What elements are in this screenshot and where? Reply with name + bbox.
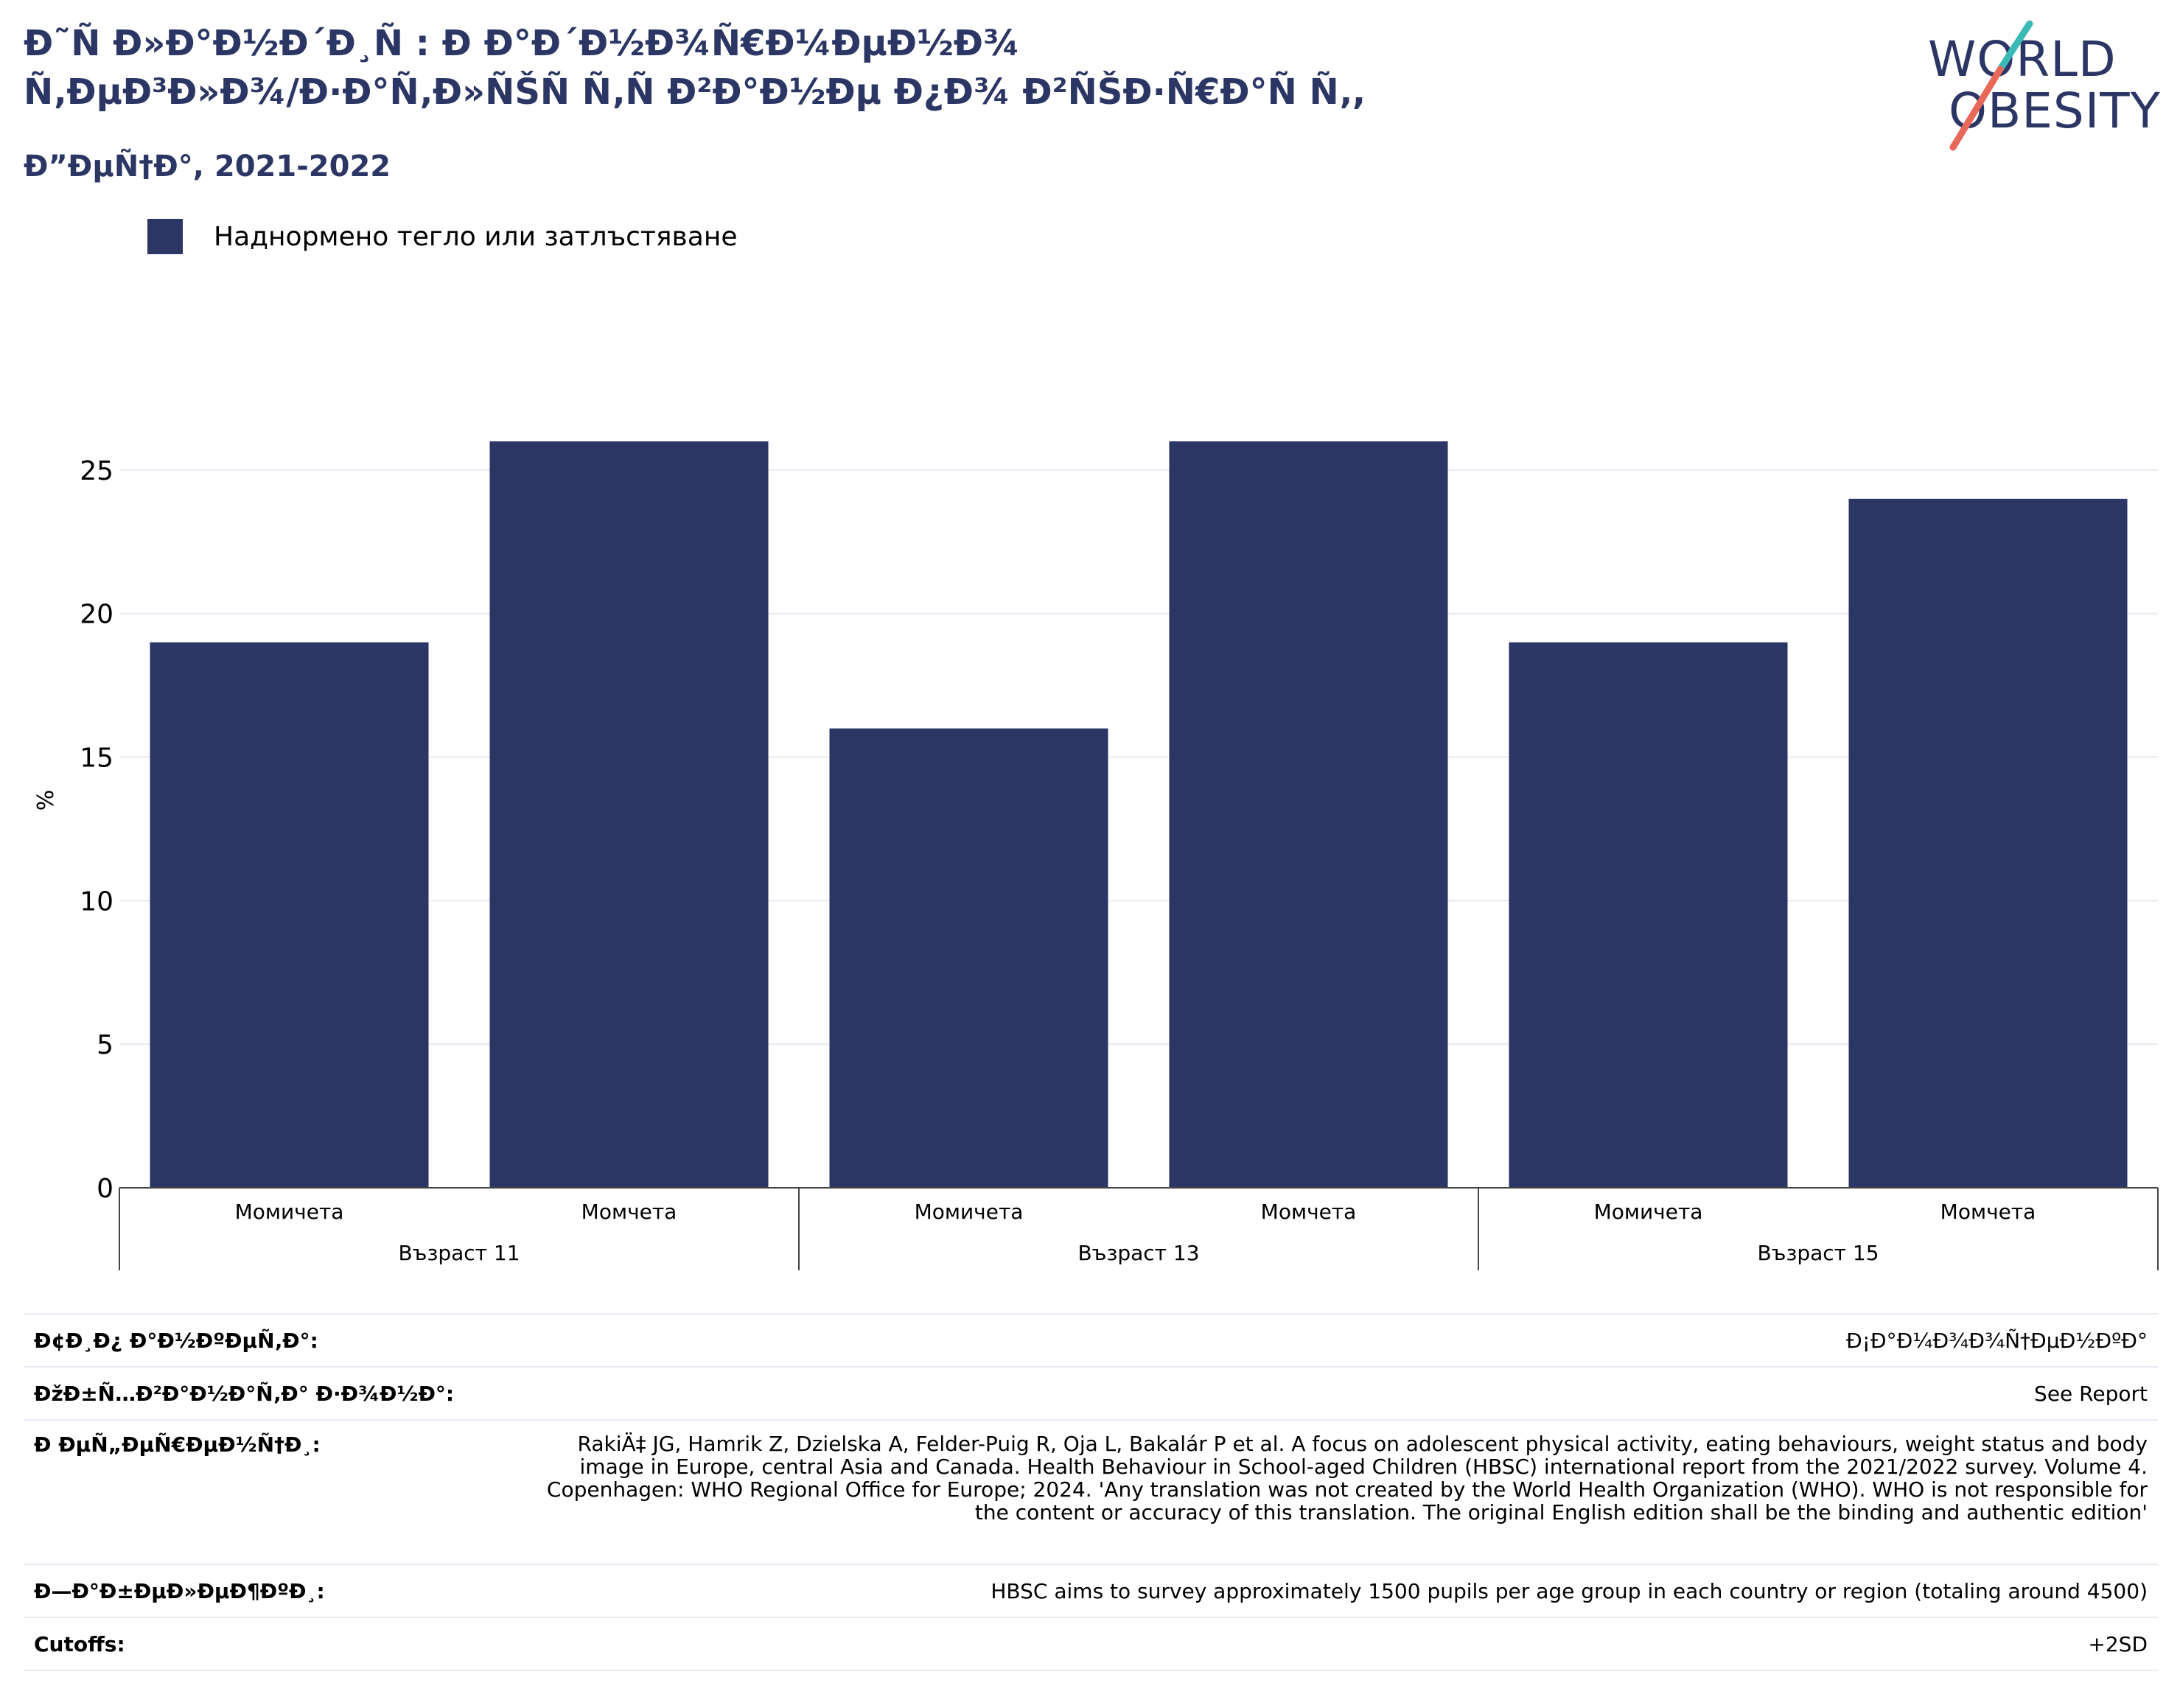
x-tick-label: Момичета (915, 1200, 1024, 1224)
bar-chart: 0 5 10 15 20 25% Момичета Момчета Момичета Момчет… (33, 441, 2159, 1270)
x-tick-label: Момчета (1261, 1200, 1357, 1224)
footer-value: +2SD (2088, 1631, 2148, 1656)
footer-value: See Report (2034, 1381, 2148, 1406)
footer-row-notes: Ð—Ð°Ð±ÐµÐ»ÐµÐ¶ÐºÐ¸: HBSC aims to survey … (24, 1565, 2158, 1618)
logo-slash-icon (1949, 21, 2033, 151)
footer-row-coverage: ÐžÐ±Ñ…Ð²Ð°Ð½Ð°Ñ‚Ð° Ð·Ð¾Ð½Ð°: See Report (24, 1368, 2158, 1421)
x-tick-label: Момичета (1594, 1200, 1703, 1224)
chart-legend: Наднормено тегло или затлъстяване (147, 218, 738, 255)
chart-footer-table: Ð¢Ð¸Ð¿ Ð°Ð½ÐºÐµÑ‚Ð°: Ð¡Ð°Ð¼Ð¾Ð¾Ñ†ÐµÐ½ÐºÐ… (24, 1313, 2158, 1671)
footer-label: ÐžÐ±Ñ…Ð²Ð°Ð½Ð°Ñ‚Ð° Ð·Ð¾Ð½Ð°: (34, 1381, 455, 1406)
bar-6 (1848, 498, 2128, 1188)
footer-label: Cutoffs: (34, 1631, 125, 1656)
bar-5 (1509, 642, 1788, 1188)
x-tick-label: Момчета (581, 1200, 677, 1224)
footer-value: HBSC aims to survey approximately 1500 p… (991, 1578, 2148, 1603)
y-tick-label: 15 (80, 743, 113, 774)
chart-title-block: Ð˜Ñ Ð»Ð°Ð½Ð´Ð¸Ñ : Ð Ð°Ð´Ð½Ð¾Ñ€Ð¼ÐµÐ½Ð¾ Ñ… (24, 19, 1778, 189)
y-tick-label: 25 (80, 456, 113, 486)
footer-value: Ð¡Ð°Ð¼Ð¾Ð¾Ñ†ÐµÐ½ÐºÐ° (1845, 1328, 2148, 1353)
footer-value: RakiÄ‡ JG, Hamrik Z, Dzielska A, Felder-… (546, 1432, 2148, 1525)
legend-label: Наднормено тегло или затлъстяване (214, 221, 738, 252)
y-axis-label: % (33, 790, 59, 811)
group-label: Възраст 11 (398, 1241, 520, 1265)
x-tick-label: Момичета (235, 1200, 344, 1224)
footer-label: Ð¢Ð¸Ð¿ Ð°Ð½ÐºÐµÑ‚Ð°: (34, 1328, 318, 1353)
footer-label: Ð ÐµÑ„ÐµÑ€ÐµÐ½Ñ†Ð¸: (34, 1432, 321, 1457)
y-tick-label: 10 (80, 886, 113, 917)
footer-row-cutoffs: Cutoffs: +2SD (24, 1618, 2158, 1671)
chart-title-line-1: Ð˜Ñ Ð»Ð°Ð½Ð´Ð¸Ñ : Ð Ð°Ð´Ð½Ð¾Ñ€Ð¼ÐµÐ½Ð¾ (24, 23, 1020, 64)
x-tick-label: Момчета (1940, 1200, 2036, 1224)
footer-row-references: Ð ÐµÑ„ÐµÑ€ÐµÐ½Ñ†Ð¸: RakiÄ‡ JG, Hamrik Z,… (24, 1421, 2158, 1565)
bar-2 (489, 441, 769, 1188)
y-tick-label: 5 (97, 1030, 113, 1060)
footer-label: Ð—Ð°Ð±ÐµÐ»ÐµÐ¶ÐºÐ¸: (34, 1578, 325, 1603)
legend-swatch (147, 219, 183, 254)
bar-1 (150, 642, 429, 1188)
chart-title-line-2: Ñ‚ÐµÐ³Ð»Ð¾/Ð·Ð°Ñ‚Ð»ÑŠÑ Ñ‚Ñ Ð²Ð°Ð½Ðµ Ð¿Ð¾… (24, 71, 1366, 113)
logo-word-world: WORLD (1928, 31, 2117, 88)
y-tick-label: 0 (97, 1174, 113, 1204)
bar-4 (1169, 441, 1448, 1188)
bar-3 (829, 728, 1108, 1188)
group-label: Възраст 13 (1077, 1241, 1199, 1265)
group-label: Възраст 15 (1757, 1241, 1879, 1265)
chart-subtitle: Ð”ÐµÑ†Ð°, 2021-2022 (24, 150, 391, 183)
y-tick-label: 20 (80, 600, 113, 630)
world-obesity-logo: WORLD OBESITY (1924, 21, 2167, 153)
footer-row-survey-type: Ð¢Ð¸Ð¿ Ð°Ð½ÐºÐµÑ‚Ð°: Ð¡Ð°Ð¼Ð¾Ð¾Ñ†ÐµÐ½ÐºÐ… (24, 1315, 2158, 1368)
